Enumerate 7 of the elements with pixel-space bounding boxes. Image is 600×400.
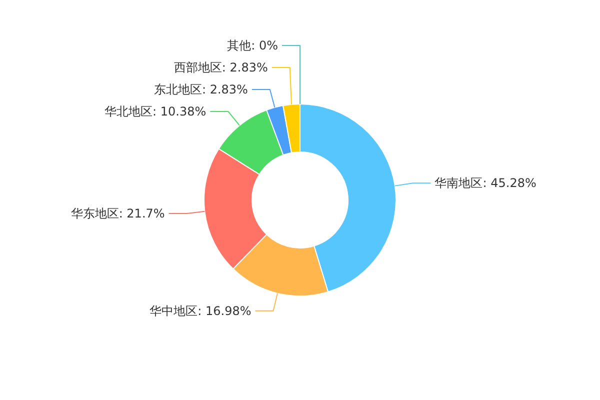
slice-label: 华南地区: 45.28% [434, 176, 536, 190]
category-label: 其他: 0% [227, 38, 278, 52]
slice-label: 西部地区: 2.83% [174, 60, 268, 74]
slice-label: 华中地区: 16.98% [150, 304, 252, 318]
slice-label: 华东地区: 21.7% [70, 206, 165, 221]
slice-label: 东北地区: 2.83% [154, 82, 248, 96]
slice-label: 华北地区: 10.38% [104, 104, 206, 118]
